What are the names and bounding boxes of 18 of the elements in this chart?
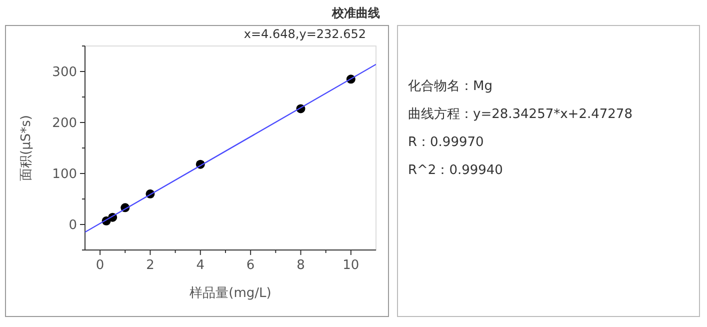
x-axis-title: 样品量(mg/L) bbox=[190, 286, 272, 301]
x-tick-label: 8 bbox=[296, 258, 305, 273]
y-tick-label: 200 bbox=[52, 116, 77, 131]
chart-title: 校准曲线 bbox=[331, 6, 380, 20]
x-tick-label: 6 bbox=[246, 258, 255, 273]
text: R：0.99970 bbox=[408, 135, 484, 150]
y-axis-title: 面积(μS*s) bbox=[19, 115, 34, 181]
x-tick-label: 4 bbox=[196, 258, 205, 273]
x-tick-label: 2 bbox=[146, 258, 154, 273]
text: R^2：0.99940 bbox=[408, 163, 503, 178]
text: 化合物名：Mg bbox=[408, 79, 492, 94]
x-tick-label: 0 bbox=[96, 258, 104, 273]
y-tick-label: 100 bbox=[52, 167, 77, 182]
x-tick-label: 10 bbox=[342, 258, 360, 273]
text: x=4.648,y=232.652 bbox=[244, 27, 366, 41]
y-tick-label: 0 bbox=[68, 218, 77, 233]
y-tick-label: 300 bbox=[52, 65, 77, 80]
text: 曲线方程：y=28.34257*x+2.47278 bbox=[408, 106, 632, 122]
